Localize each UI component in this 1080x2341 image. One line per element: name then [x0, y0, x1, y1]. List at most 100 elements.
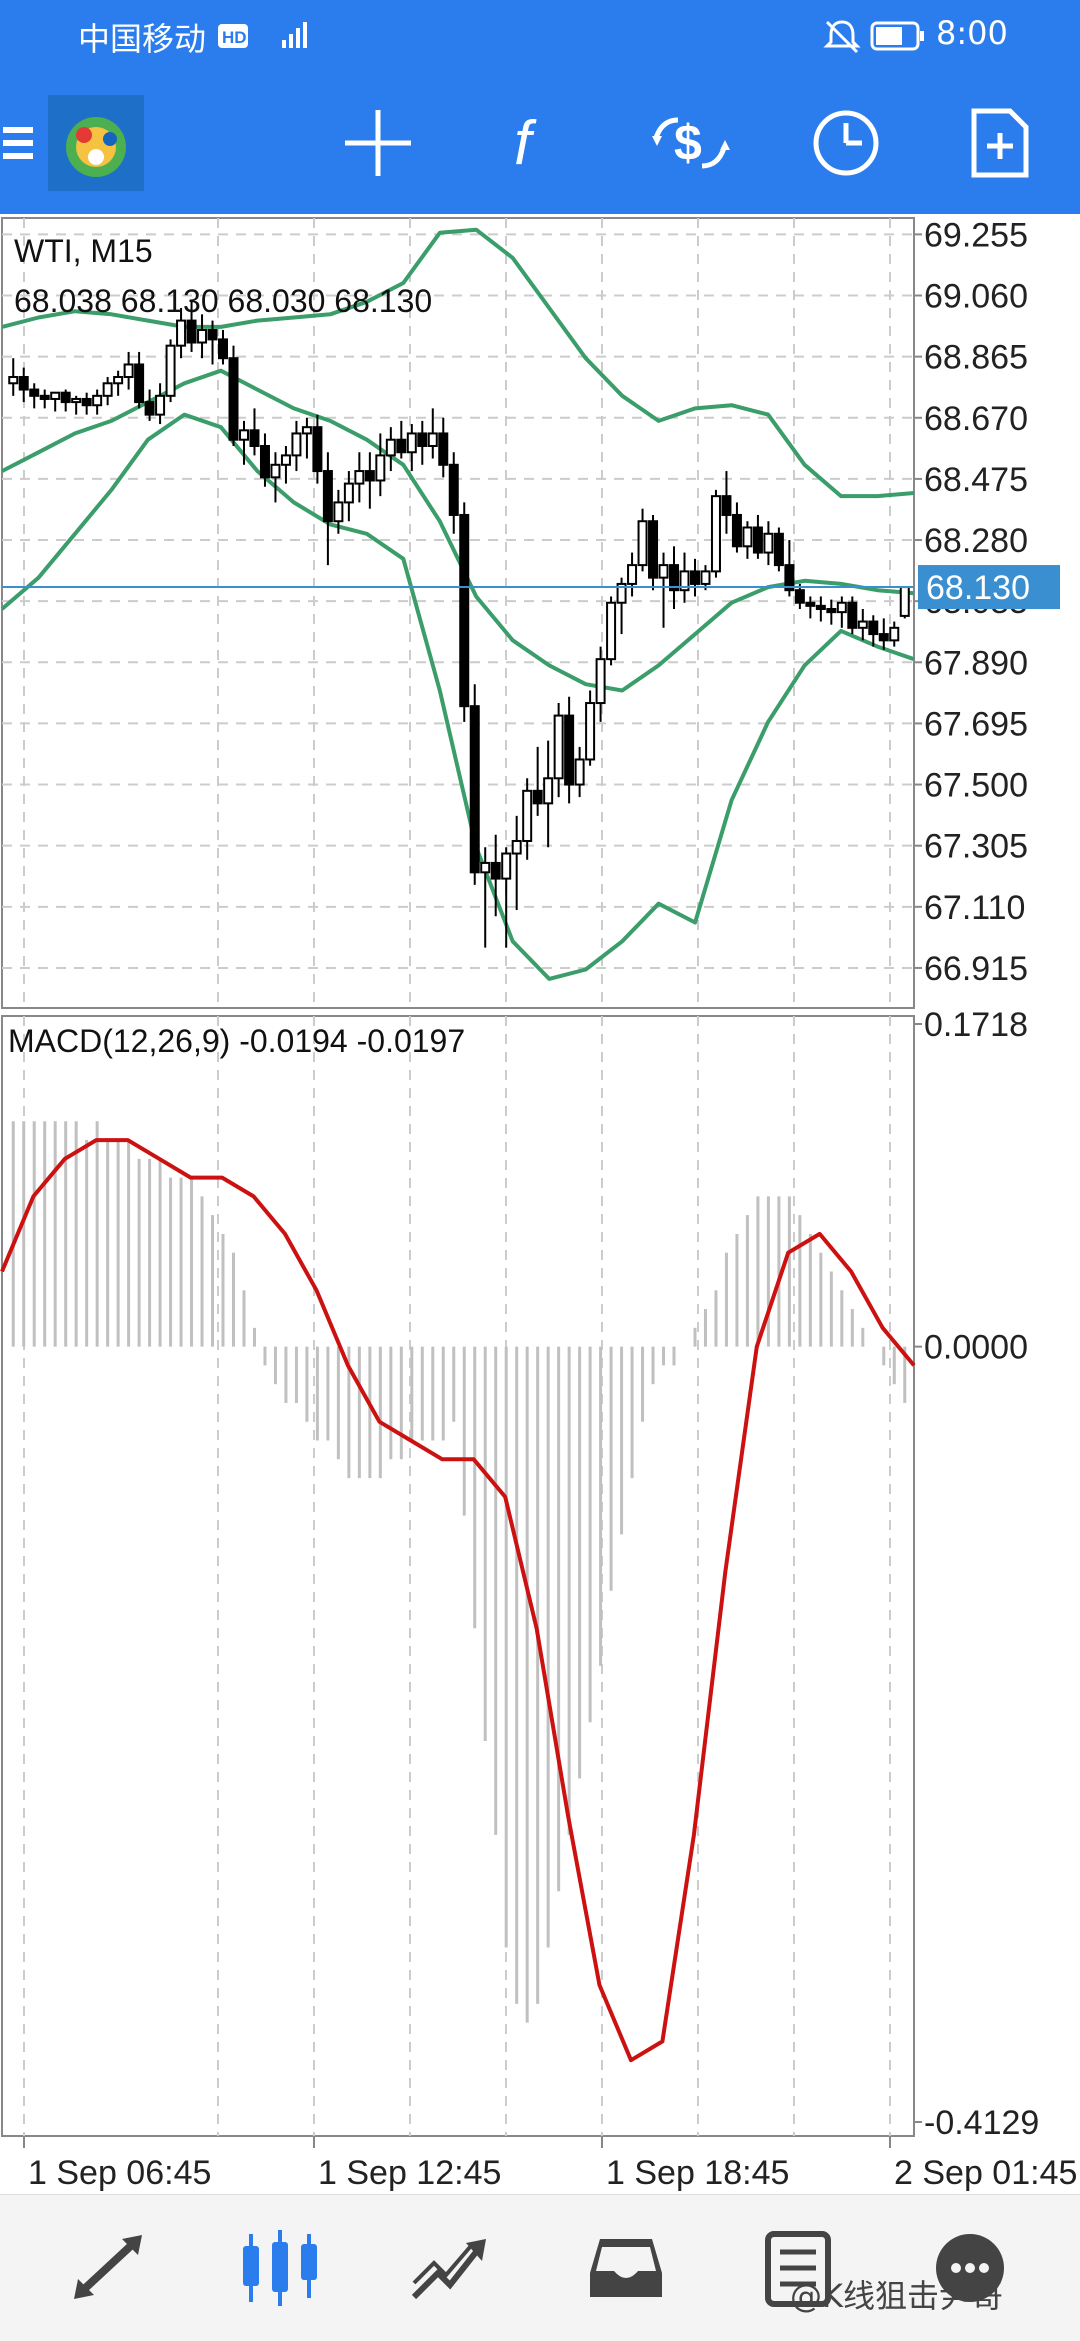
price-axis-label: 68.670: [924, 400, 1028, 438]
time-axis-label: 1 Sep 12:45: [318, 2154, 501, 2192]
macd-axis-label: -0.4129: [924, 2104, 1039, 2142]
candle-bullish: [333, 501, 344, 523]
status-bar: 中国移动 HD 4G 8:00: [0, 0, 1080, 72]
candle-bearish: [721, 495, 732, 516]
candle-bullish: [522, 789, 533, 842]
candle-bearish: [648, 520, 659, 579]
quotes-icon: [74, 2235, 142, 2299]
nav-trade[interactable]: [380, 2195, 520, 2341]
candle-bearish: [249, 429, 260, 447]
app-logo[interactable]: [48, 72, 144, 214]
messages-icon: [936, 2234, 1004, 2302]
candle-bullish: [585, 702, 596, 761]
new-document-icon: [971, 108, 1029, 178]
price-axis-label: 67.305: [924, 828, 1028, 866]
mute-bell-icon: [823, 20, 861, 54]
candle-bullish: [679, 570, 690, 592]
current-price-label: 68.130: [926, 569, 1030, 607]
candle-bullish: [92, 394, 103, 407]
candle-bullish: [280, 454, 291, 466]
indicator-icon: f: [514, 109, 537, 178]
candle-bullish: [197, 328, 208, 344]
menu-icon: [3, 127, 33, 159]
battery-icon: [870, 21, 924, 51]
candle-bearish: [794, 589, 805, 604]
history-inbox-icon: [590, 2239, 662, 2297]
candle-bullish: [301, 426, 312, 435]
candle-bullish: [354, 470, 365, 485]
price-axis-label: 68.280: [924, 522, 1028, 560]
candle-bearish: [731, 513, 742, 548]
candle-bearish: [532, 789, 543, 805]
macd-indicator-label: MACD(12,26,9) -0.0194 -0.0197: [8, 1023, 465, 1059]
candle-bearish: [564, 714, 575, 786]
nav-news[interactable]: [730, 2195, 870, 2341]
candle-bearish: [773, 532, 784, 567]
candle-bullish: [511, 839, 522, 855]
candle-bearish: [218, 338, 229, 360]
trade-icon: $: [652, 115, 730, 171]
crosshair-button[interactable]: [318, 72, 438, 214]
time-axis-label: 2 Sep 01:45: [894, 2154, 1077, 2192]
candle-bearish: [228, 357, 239, 441]
indicators-button[interactable]: f: [476, 72, 596, 214]
history-icon: [813, 110, 879, 176]
candle-bearish: [490, 861, 501, 880]
candle-bullish: [270, 463, 281, 479]
candle-bearish: [29, 388, 40, 397]
svg-text:$: $: [674, 115, 702, 171]
bollinger-band-upper: [1, 227, 915, 499]
candle-bullish: [343, 482, 354, 504]
candle-bullish: [899, 586, 910, 617]
price-axis-label: 67.500: [924, 767, 1028, 805]
candle-bearish: [878, 633, 889, 642]
nav-messages[interactable]: [900, 2195, 1040, 2341]
nav-quotes[interactable]: [40, 2195, 180, 2341]
nav-history[interactable]: [556, 2195, 696, 2341]
candle-bullish: [627, 564, 638, 585]
nav-charts[interactable]: [210, 2195, 350, 2341]
top-toolbar: f $: [0, 72, 1080, 214]
candle-bearish: [39, 394, 50, 400]
candle-bearish: [18, 376, 29, 391]
candle-bearish: [207, 328, 218, 341]
network-label: HD 4G: [222, 28, 274, 47]
candle-bullish: [238, 429, 249, 441]
candle-bearish: [322, 470, 333, 523]
price-axis-label: 68.475: [924, 461, 1028, 499]
candle-bearish: [364, 470, 375, 482]
candle-bullish: [480, 861, 491, 874]
candle-bullish: [385, 438, 396, 457]
candle-bearish: [826, 608, 837, 614]
candle-bullish: [102, 382, 113, 397]
candle-bullish: [155, 394, 166, 416]
time-axis-label: 1 Sep 06:45: [28, 2154, 211, 2192]
price-chart[interactable]: 69.255 69.060 68.865 68.670 68.475 68.280 68.0…: [0, 214, 1080, 2194]
candle-bullish: [8, 376, 19, 385]
candle-bullish: [637, 520, 648, 567]
candle-bearish: [815, 604, 826, 611]
price-axis-label: 69.060: [924, 278, 1028, 316]
candle-bullish: [857, 620, 868, 629]
candle-bearish: [459, 513, 470, 708]
menu-button[interactable]: [0, 72, 36, 214]
price-axis-label: 67.110: [924, 889, 1025, 927]
news-icon: [765, 2231, 831, 2307]
candle-bullish: [889, 626, 900, 642]
price-axis-label: 68.865: [924, 339, 1028, 377]
candle-bearish: [669, 564, 680, 592]
candle-bearish: [847, 601, 858, 629]
candle-bearish: [752, 526, 763, 554]
time-axis-label: 1 Sep 18:45: [606, 2154, 789, 2192]
signal-icon: HD 4G: [218, 22, 307, 48]
candle-bearish: [868, 620, 879, 636]
trade-button[interactable]: $: [630, 72, 750, 214]
history-button[interactable]: [786, 72, 906, 214]
chart-area[interactable]: 69.255 69.060 68.865 68.670 68.475 68.280 68.0…: [0, 214, 1080, 2194]
candle-bullish: [71, 397, 82, 404]
candle-bullish: [501, 852, 512, 880]
candle-bearish: [134, 363, 145, 404]
candle-bearish: [312, 426, 323, 473]
candle-bullish: [595, 658, 606, 705]
new-order-button[interactable]: [940, 72, 1060, 214]
